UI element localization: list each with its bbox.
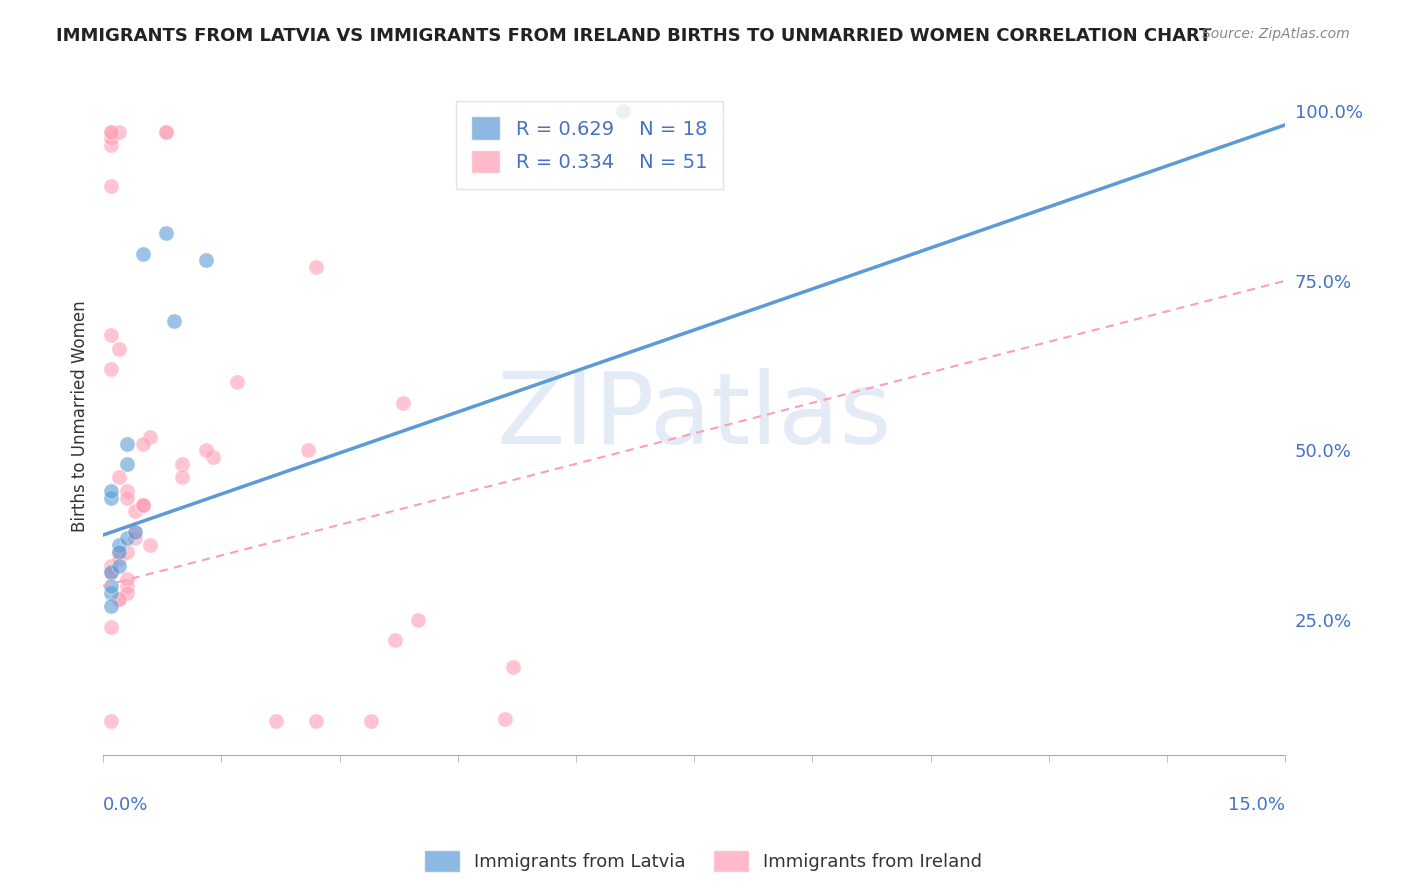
Point [100, 566, 122, 580]
Y-axis label: Births to Unmarried Women: Births to Unmarried Women [72, 301, 89, 533]
Point [108, 592, 131, 607]
Legend: Immigrants from Latvia, Immigrants from Ireland: Immigrants from Latvia, Immigrants from … [415, 841, 991, 880]
Point [108, 538, 131, 552]
Point [100, 125, 122, 139]
Point [612, 104, 634, 119]
Point [100, 328, 122, 343]
Point [100, 566, 122, 580]
Point [155, 125, 177, 139]
Point [115, 572, 138, 586]
Point [100, 579, 122, 593]
Point [170, 470, 193, 484]
Point [266, 714, 288, 729]
Point [163, 314, 186, 328]
Point [139, 538, 162, 552]
Point [391, 396, 413, 410]
Point [115, 436, 138, 450]
Point [108, 592, 131, 607]
Point [100, 619, 122, 633]
Point [131, 436, 153, 450]
Point [131, 246, 153, 260]
Point [494, 713, 516, 727]
Point [155, 227, 177, 241]
Point [100, 566, 122, 580]
Text: 0.0%: 0.0% [103, 796, 149, 814]
Point [108, 558, 131, 573]
Point [305, 714, 328, 729]
Point [131, 498, 153, 512]
Point [226, 376, 249, 390]
Point [202, 450, 225, 464]
Point [502, 660, 524, 674]
Point [100, 599, 122, 614]
Point [100, 558, 122, 573]
Point [108, 545, 131, 559]
Point [115, 532, 138, 546]
Point [115, 457, 138, 471]
Point [100, 362, 122, 376]
Point [100, 131, 122, 145]
Text: 15.0%: 15.0% [1229, 796, 1285, 814]
Point [115, 483, 138, 498]
Point [108, 125, 131, 139]
Point [131, 498, 153, 512]
Point [170, 457, 193, 471]
Point [124, 532, 146, 546]
Text: IMMIGRANTS FROM LATVIA VS IMMIGRANTS FROM IRELAND BIRTHS TO UNMARRIED WOMEN CORR: IMMIGRANTS FROM LATVIA VS IMMIGRANTS FRO… [56, 27, 1212, 45]
Point [124, 524, 146, 539]
Point [115, 545, 138, 559]
Point [305, 260, 328, 275]
Point [108, 545, 131, 559]
Point [100, 491, 122, 505]
Point [100, 178, 122, 193]
Point [124, 504, 146, 518]
Point [108, 470, 131, 484]
Point [384, 633, 406, 648]
Point [194, 443, 217, 458]
Point [155, 125, 177, 139]
Point [408, 613, 430, 627]
Legend: R = 0.629    N = 18, R = 0.334    N = 51: R = 0.629 N = 18, R = 0.334 N = 51 [456, 101, 723, 189]
Point [131, 498, 153, 512]
Text: ZIPatlas: ZIPatlas [496, 368, 891, 465]
Point [360, 714, 382, 729]
Point [139, 430, 162, 444]
Point [115, 585, 138, 599]
Point [100, 138, 122, 153]
Point [100, 125, 122, 139]
Point [297, 443, 319, 458]
Point [100, 483, 122, 498]
Point [194, 253, 217, 268]
Point [108, 551, 131, 566]
Point [115, 491, 138, 505]
Point [124, 524, 146, 539]
Point [100, 714, 122, 729]
Text: Source: ZipAtlas.com: Source: ZipAtlas.com [1202, 27, 1350, 41]
Point [108, 342, 131, 356]
Point [100, 585, 122, 599]
Point [115, 579, 138, 593]
